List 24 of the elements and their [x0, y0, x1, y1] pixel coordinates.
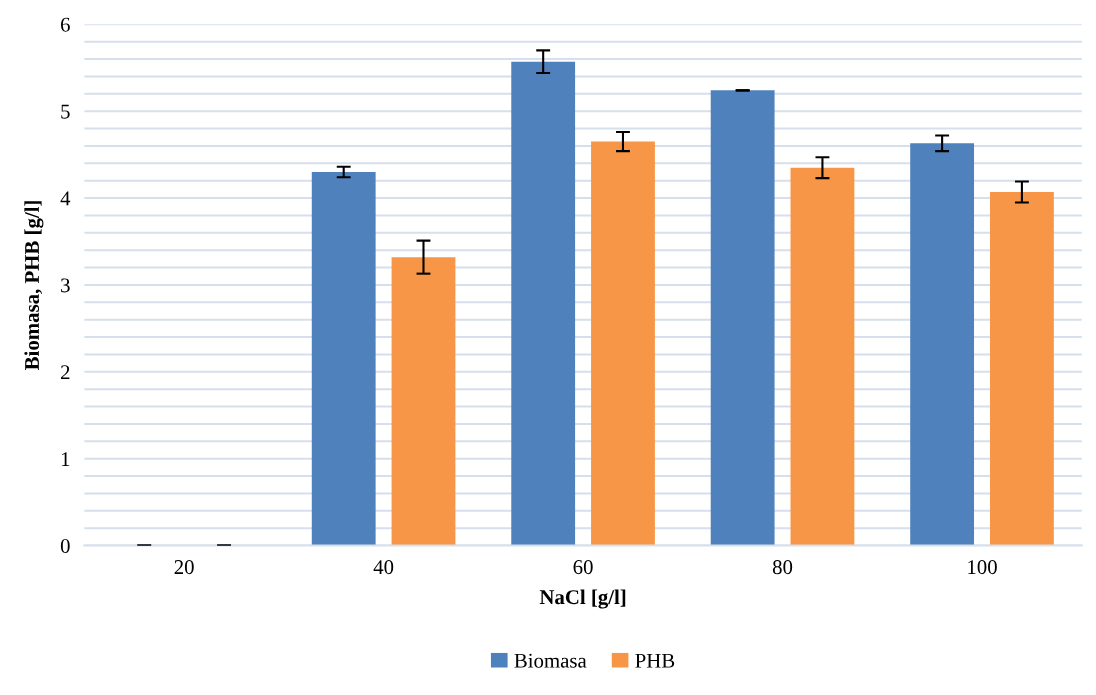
y-tick-label: 1	[61, 452, 70, 466]
y-tick-label: 5	[61, 104, 70, 119]
y-tick-label: 4	[60, 191, 71, 206]
x-tick-label: 20	[174, 560, 194, 575]
x-tick-label: 40	[373, 560, 394, 575]
x-tick-label: 100	[968, 560, 997, 575]
bar	[591, 141, 655, 546]
x-tick-label: 60	[573, 560, 593, 575]
y-axis-title: Biomasa, PHB [g/l]	[24, 201, 44, 370]
bar	[391, 257, 456, 546]
bar	[311, 172, 376, 546]
bar	[511, 61, 576, 546]
bar	[710, 90, 775, 546]
y-tick-label: 0	[60, 538, 70, 554]
x-axis-title: NaCl [g/l]	[539, 589, 626, 609]
y-tick-label: 6	[60, 17, 70, 32]
bar	[910, 143, 975, 546]
legend-label: Biomasa	[514, 653, 587, 668]
bar	[989, 191, 1054, 546]
bar	[790, 167, 855, 546]
legend-label: PHB	[635, 653, 675, 668]
y-tick-label: 3	[61, 278, 70, 293]
y-tick-label: 2	[61, 365, 70, 380]
x-tick-label: 80	[772, 560, 793, 575]
